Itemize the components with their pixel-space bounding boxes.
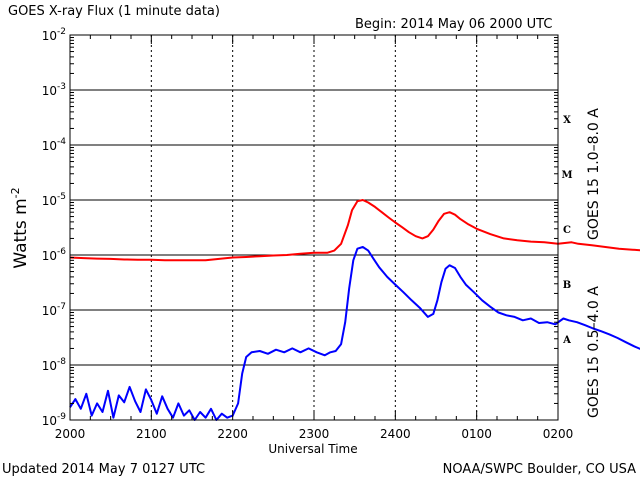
y-tick-base: 10 (42, 194, 57, 208)
y-tick-exponent: -2 (57, 27, 66, 37)
y-tick-label: 10-7 (42, 302, 66, 318)
y-tick-base: 10 (42, 359, 57, 373)
series-group (69, 199, 640, 421)
y-tick-base: 10 (42, 304, 57, 318)
x-tick-label: 2200 (217, 427, 248, 441)
y-tick-label: 10-2 (42, 27, 66, 43)
y-tick-base: 10 (42, 414, 57, 428)
chart-title: GOES X-ray Flux (1 minute data) (8, 4, 220, 19)
x-tick-label: 2400 (380, 427, 411, 441)
legend-series-long: GOES 15 1.0–8.0 A (586, 108, 602, 240)
y-tick-exponent: -3 (57, 82, 66, 92)
y-tick-base: 10 (42, 84, 57, 98)
flare-class-label: M (561, 170, 572, 181)
y-tick-base: 10 (42, 139, 57, 153)
y-tick-label: 10-6 (42, 247, 67, 263)
y-axis-label: Watts m-2 (9, 187, 31, 268)
y-axis-ticks: 10-910-810-710-610-510-410-310-2 (42, 27, 558, 428)
x-tick-label: 2000 (55, 427, 86, 441)
x-tick-label: 0100 (461, 427, 492, 441)
legend-series-short: GOES 15 0.5–4.0 A (586, 286, 602, 418)
y-tick-base: 10 (42, 29, 57, 43)
begin-label: Begin: 2014 May 06 2000 UTC (355, 17, 552, 32)
flare-class-label: B (563, 280, 571, 291)
x-tick-label: 0200 (543, 427, 574, 441)
y-tick-exponent: -7 (57, 302, 66, 312)
flare-class-label: X (563, 115, 571, 126)
x-axis-ticks: 2000 2100 2200 2300 2400 0100 0200 (55, 35, 574, 441)
y-tick-label: 10-3 (42, 82, 66, 98)
flare-class-labels: A B C M X (561, 115, 572, 346)
y-tick-exponent: -9 (57, 412, 66, 422)
grid-lines (70, 35, 558, 420)
x-tick-label: 2100 (136, 427, 167, 441)
x-axis-label: Universal Time (268, 442, 357, 456)
y-axis-label-main: Watts m (11, 198, 31, 268)
updated-timestamp: Updated 2014 May 7 0127 UTC (2, 462, 205, 477)
y-tick-exponent: -6 (57, 247, 66, 257)
y-axis-label-sup: -2 (9, 187, 22, 198)
y-tick-label: 10-9 (42, 412, 67, 428)
y-tick-exponent: -4 (57, 137, 66, 147)
series-line-short (69, 246, 640, 421)
flare-class-label: A (562, 335, 571, 346)
source-credit: NOAA/SWPC Boulder, CO USA (443, 462, 636, 477)
x-tick-label: 2300 (299, 427, 330, 441)
series-line-long (69, 199, 640, 262)
y-tick-label: 10-8 (42, 357, 67, 373)
y-tick-label: 10-4 (42, 137, 67, 153)
plot-frame (69, 34, 559, 421)
y-tick-exponent: -5 (57, 192, 66, 202)
y-tick-base: 10 (42, 249, 57, 263)
y-tick-exponent: -8 (57, 357, 66, 367)
flare-class-label: C (563, 225, 571, 236)
y-tick-label: 10-5 (42, 192, 66, 208)
